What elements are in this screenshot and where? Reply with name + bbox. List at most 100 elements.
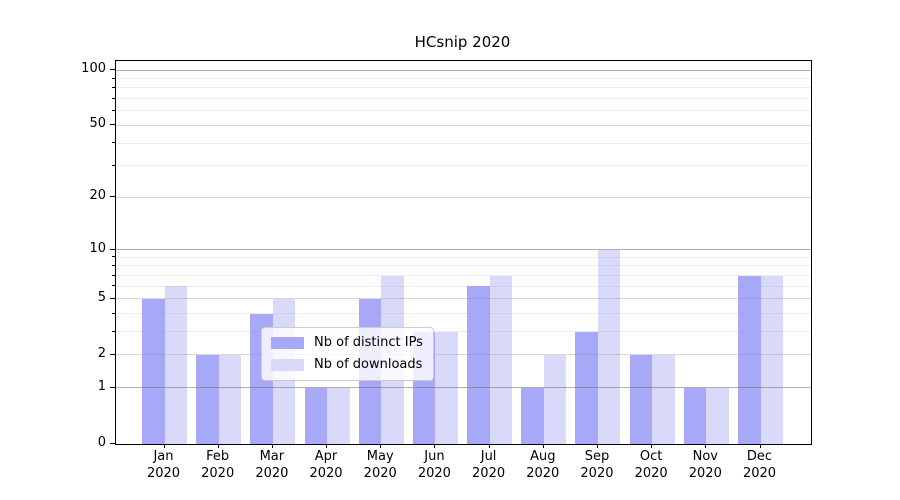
gridline-minor xyxy=(116,142,811,144)
x-tick-mark xyxy=(434,444,436,448)
gridline-sub xyxy=(116,354,811,356)
gridline-minor xyxy=(116,265,811,267)
y-minor-tick-mark xyxy=(112,312,115,314)
x-tick-label: Nov 2020 xyxy=(675,449,735,482)
gridline-minor xyxy=(116,110,811,112)
gridline-major xyxy=(116,69,811,71)
bar-downloads-feb xyxy=(218,355,242,444)
x-tick-year: 2020 xyxy=(472,465,506,481)
bar-distinct-ips-apr xyxy=(304,387,328,444)
legend-item-downloads: Nb of downloads xyxy=(271,357,423,372)
bar-downloads-oct xyxy=(652,355,675,444)
bar-distinct-ips-aug xyxy=(521,387,544,444)
y-tick-mark xyxy=(110,297,115,299)
x-tick-month: Feb xyxy=(206,449,230,464)
x-tick-label: Dec 2020 xyxy=(730,449,790,482)
gridline-sub xyxy=(116,124,811,126)
y-tick-mark xyxy=(110,124,115,126)
x-tick-year: 2020 xyxy=(146,465,181,481)
x-tick-month: Jul xyxy=(480,449,497,464)
x-tick-month: Apr xyxy=(314,449,338,464)
gridline-major xyxy=(116,249,811,251)
y-tick-label: 2 xyxy=(97,345,106,361)
x-tick-label: Oct 2020 xyxy=(621,449,681,482)
gridline-sub xyxy=(116,196,811,198)
x-tick-month: Jun xyxy=(424,449,445,464)
x-tick-month: Oct xyxy=(639,449,663,464)
legend-item-distinct-ips: Nb of distinct IPs xyxy=(271,335,423,350)
gridline-major xyxy=(116,387,811,389)
x-tick-label: May 2020 xyxy=(350,449,410,482)
y-minor-tick-mark xyxy=(112,86,115,88)
bar-downloads-sep xyxy=(597,249,621,444)
gridline-minor xyxy=(116,256,811,258)
x-tick-mark xyxy=(596,444,598,448)
x-tick-mark xyxy=(488,444,490,448)
x-tick-label: Apr 2020 xyxy=(296,449,356,482)
x-tick-mark xyxy=(651,444,653,448)
x-tick-label: Jan 2020 xyxy=(134,449,194,482)
gridline-minor xyxy=(116,331,811,333)
gridline-minor xyxy=(116,285,811,287)
y-minor-tick-mark xyxy=(112,97,115,99)
bar-distinct-ips-nov xyxy=(683,387,707,444)
bar-downloads-jul xyxy=(489,275,513,444)
bar-distinct-ips-oct xyxy=(629,355,653,444)
y-minor-tick-mark xyxy=(112,274,115,276)
y-tick-label: 0 xyxy=(97,435,106,450)
bar-downloads-jan xyxy=(164,286,187,444)
x-tick-year: 2020 xyxy=(417,465,451,481)
y-tick-mark xyxy=(110,248,115,250)
gridline-minor xyxy=(116,98,811,100)
y-tick-label: 1 xyxy=(97,378,106,394)
x-tick-year: 2020 xyxy=(201,465,235,481)
legend-swatch-distinct-ips xyxy=(271,336,304,349)
x-tick-year: 2020 xyxy=(688,465,722,481)
x-tick-year: 2020 xyxy=(309,465,343,481)
y-tick-label: 50 xyxy=(89,116,106,132)
x-tick-year: 2020 xyxy=(580,465,614,481)
bar-distinct-ips-dec xyxy=(738,275,761,444)
y-minor-tick-mark xyxy=(112,109,115,111)
gridline-minor xyxy=(116,165,811,167)
x-tick-mark xyxy=(705,444,707,448)
x-tick-month: Mar xyxy=(259,449,285,464)
bar-distinct-ips-jan xyxy=(142,298,165,444)
x-tick-label: Jun 2020 xyxy=(404,449,464,482)
x-tick-label: Mar 2020 xyxy=(242,449,302,482)
x-tick-month: May xyxy=(366,449,394,464)
bar-distinct-ips-jul xyxy=(467,286,490,444)
x-tick-label: Aug 2020 xyxy=(513,449,573,482)
legend-label-downloads: Nb of downloads xyxy=(314,357,423,372)
legend-swatch-downloads xyxy=(271,358,304,371)
x-tick-year: 2020 xyxy=(526,465,560,481)
bar-distinct-ips-feb xyxy=(196,355,219,444)
chart-title: HCsnip 2020 xyxy=(414,33,511,51)
bar-downloads-dec xyxy=(760,275,783,444)
y-tick-mark xyxy=(110,196,115,198)
gridline-minor xyxy=(116,78,811,80)
x-tick-mark xyxy=(759,444,761,448)
x-tick-mark xyxy=(326,444,328,448)
x-tick-mark xyxy=(380,444,382,448)
y-tick-mark xyxy=(110,443,115,444)
x-tick-label: Jul 2020 xyxy=(459,449,519,482)
y-minor-tick-mark xyxy=(112,164,115,166)
y-minor-tick-mark xyxy=(112,264,115,266)
x-tick-month: Dec xyxy=(746,449,773,464)
gridline-minor xyxy=(116,313,811,315)
bar-downloads-nov xyxy=(706,387,729,444)
bar-downloads-apr xyxy=(327,387,350,444)
x-tick-month: Jan xyxy=(153,449,174,464)
legend-label-distinct-ips: Nb of distinct IPs xyxy=(314,335,423,350)
gridline-minor xyxy=(116,87,811,89)
y-tick-mark xyxy=(110,69,115,71)
x-tick-year: 2020 xyxy=(363,465,397,481)
x-tick-month: Nov xyxy=(692,449,718,464)
y-tick-mark xyxy=(110,386,115,388)
x-tick-label: Sep 2020 xyxy=(567,449,627,482)
y-tick-label: 5 xyxy=(97,289,106,305)
x-tick-mark xyxy=(542,444,544,448)
y-minor-tick-mark xyxy=(112,256,115,258)
x-tick-mark xyxy=(217,444,219,448)
